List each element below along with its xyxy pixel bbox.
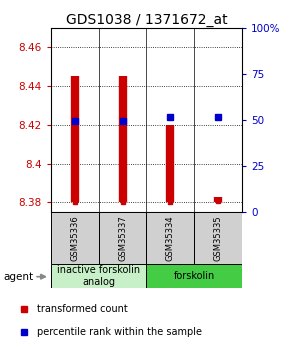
- Bar: [99, 212, 146, 264]
- Text: transformed count: transformed count: [37, 304, 128, 314]
- Bar: [146, 212, 194, 264]
- Text: forskolin: forskolin: [174, 271, 215, 281]
- Text: percentile rank within the sample: percentile rank within the sample: [37, 327, 202, 337]
- Bar: [51, 212, 99, 264]
- Text: GSM35336: GSM35336: [70, 215, 79, 261]
- Bar: [51, 264, 146, 288]
- Text: GSM35335: GSM35335: [214, 215, 223, 261]
- Bar: [194, 212, 242, 264]
- Text: agent: agent: [3, 272, 33, 282]
- Text: inactive forskolin
analog: inactive forskolin analog: [57, 265, 140, 287]
- Bar: [146, 264, 242, 288]
- Text: GSM35337: GSM35337: [118, 215, 127, 261]
- Text: GSM35334: GSM35334: [166, 215, 175, 261]
- Title: GDS1038 / 1371672_at: GDS1038 / 1371672_at: [66, 12, 227, 27]
